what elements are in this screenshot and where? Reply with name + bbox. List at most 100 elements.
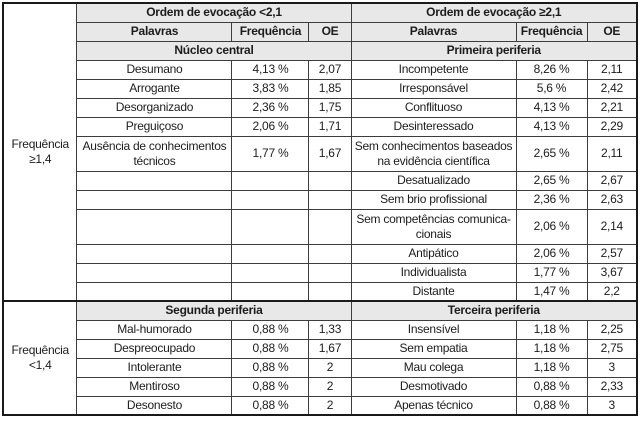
frequency-cell: 3,83 %	[231, 78, 310, 99]
word-cell: Incompetente	[350, 59, 517, 80]
oe-cell: 2	[308, 395, 352, 416]
frequency-cell: 2,06 %	[515, 208, 588, 245]
oe-cell: 2,75	[586, 338, 638, 359]
word-cell: Mal-humorado	[76, 319, 233, 340]
oe-cell: 3,67	[586, 262, 638, 283]
frequency-cell	[231, 189, 310, 210]
word-cell: Arrogante	[76, 78, 233, 99]
oe-cell: 2,25	[586, 319, 638, 340]
word-cell: Apenas técnico	[350, 395, 517, 416]
table-row: Desatualizado 2,65 % 2,67	[3, 170, 638, 191]
frequency-cell: 5,6 %	[515, 78, 588, 99]
frequency-cell: 0,88 %	[515, 395, 588, 416]
frequency-cell: 1,47 %	[515, 281, 588, 302]
word-cell: Sem empatia	[350, 338, 517, 359]
oe-cell: 2,2	[586, 281, 638, 302]
word-cell	[76, 170, 233, 191]
section-title-segunda-periferia: Segunda periferia	[76, 300, 352, 321]
frequency-cell: 2,36 %	[231, 97, 310, 118]
frequency-cell: 0,88 %	[231, 357, 310, 378]
oe-cell: 2,57	[586, 243, 638, 264]
word-cell: Desatualizado	[350, 170, 517, 191]
word-cell: Intolerante	[76, 357, 233, 378]
oe-cell: 2,67	[586, 170, 638, 191]
table-row: Sem competências comunica-cionais 2,06 %…	[3, 208, 638, 245]
word-cell: Despreocupado	[76, 338, 233, 359]
column-header-oe-right: OE	[586, 21, 638, 42]
frequency-cell: 0,88 %	[515, 376, 588, 397]
oe-cell	[308, 262, 352, 283]
frequency-cell	[231, 281, 310, 302]
word-cell: Preguiçoso	[76, 116, 233, 137]
table-row: Desorganizado 2,36 % 1,75 Conflituoso 4,…	[3, 97, 638, 118]
oe-cell	[308, 281, 352, 302]
row-group-label-line1: Frequência	[11, 137, 69, 151]
frequency-cell: 0,88 %	[231, 376, 310, 397]
oe-cell: 2,33	[586, 376, 638, 397]
frequency-cell	[231, 243, 310, 264]
evocation-table: Frequência ≥1,4 Ordem de evocação <2,1 O…	[1, 2, 639, 416]
row-group-label-freq-low: Frequência <1,4	[2, 300, 78, 416]
word-cell	[76, 189, 233, 210]
group-header-left: Ordem de evocação <2,1	[76, 2, 352, 23]
oe-cell: 1,71	[308, 116, 352, 137]
word-cell: Mentiroso	[76, 376, 233, 397]
table-row: Sem brio profissional 2,36 % 2,63	[3, 189, 638, 210]
oe-cell: 2,63	[586, 189, 638, 210]
oe-cell: 1,67	[308, 338, 352, 359]
table-row: Mentiroso 0,88 % 2 Desmotivado 0,88 % 2,…	[3, 376, 638, 397]
oe-cell: 1,75	[308, 97, 352, 118]
frequency-cell: 0,88 %	[231, 395, 310, 416]
row-group-label-line2: <1,4	[28, 358, 52, 372]
oe-cell	[308, 189, 352, 210]
frequency-cell: 1,18 %	[515, 357, 588, 378]
word-cell: Distante	[350, 281, 517, 302]
group-header-right: Ordem de evocação ≥2,1	[350, 2, 638, 23]
frequency-cell: 1,18 %	[515, 319, 588, 340]
frequency-cell: 2,06 %	[515, 243, 588, 264]
frequency-cell	[231, 170, 310, 191]
oe-cell: 2,29	[586, 116, 638, 137]
word-cell: Desinteressado	[350, 116, 517, 137]
frequency-cell: 2,65 %	[515, 170, 588, 191]
frequency-cell: 0,88 %	[231, 338, 310, 359]
word-cell: Sem conhecimentos baseados na evidência …	[350, 135, 517, 172]
word-cell: Insensível	[350, 319, 517, 340]
table-row: Intolerante 0,88 % 2 Mau colega 1,18 % 3	[3, 357, 638, 378]
word-cell: Individualista	[350, 262, 517, 283]
table-row: Desumano 4,13 % 2,07 Incompetente 8,26 %…	[3, 59, 638, 80]
frequency-cell: 0,88 %	[231, 319, 310, 340]
frequency-cell: 8,26 %	[515, 59, 588, 80]
oe-cell: 2	[308, 376, 352, 397]
word-cell: Sem brio profissional	[350, 189, 517, 210]
column-header-oe-left: OE	[308, 21, 352, 42]
column-header-words-right: Palavras	[350, 21, 517, 42]
oe-cell: 2,21	[586, 97, 638, 118]
table-row: Individualista 1,77 % 3,67	[3, 262, 638, 283]
word-cell: Desmotivado	[350, 376, 517, 397]
oe-cell: 3	[586, 357, 638, 378]
frequency-cell: 4,13 %	[515, 116, 588, 137]
section-title-nucleo-central: Núcleo central	[76, 40, 352, 61]
row-group-label-freq-high: Frequência ≥1,4	[2, 2, 78, 302]
oe-cell: 2,11	[586, 59, 638, 80]
oe-cell	[308, 208, 352, 245]
oe-cell: 2,11	[586, 135, 638, 172]
word-cell: Antipático	[350, 243, 517, 264]
word-cell	[76, 281, 233, 302]
oe-cell	[308, 243, 352, 264]
frequency-cell	[231, 262, 310, 283]
table-row: Antipático 2,06 % 2,57	[3, 243, 638, 264]
frequency-cell: 4,13 %	[231, 59, 310, 80]
word-cell: Desonesto	[76, 395, 233, 416]
frequency-cell: 2,06 %	[231, 116, 310, 137]
table-row: Despreocupado 0,88 % 1,67 Sem empatia 1,…	[3, 338, 638, 359]
row-group-label-line1: Frequência	[11, 343, 69, 357]
oe-cell: 3	[586, 395, 638, 416]
word-cell: Sem competências comunica-cionais	[350, 208, 517, 245]
table-row: Ausência de conhecimentos técnicos 1,77 …	[3, 135, 638, 172]
word-cell: Irresponsável	[350, 78, 517, 99]
column-header-frequency-left: Frequência	[231, 21, 310, 42]
frequency-cell: 1,77 %	[515, 262, 588, 283]
